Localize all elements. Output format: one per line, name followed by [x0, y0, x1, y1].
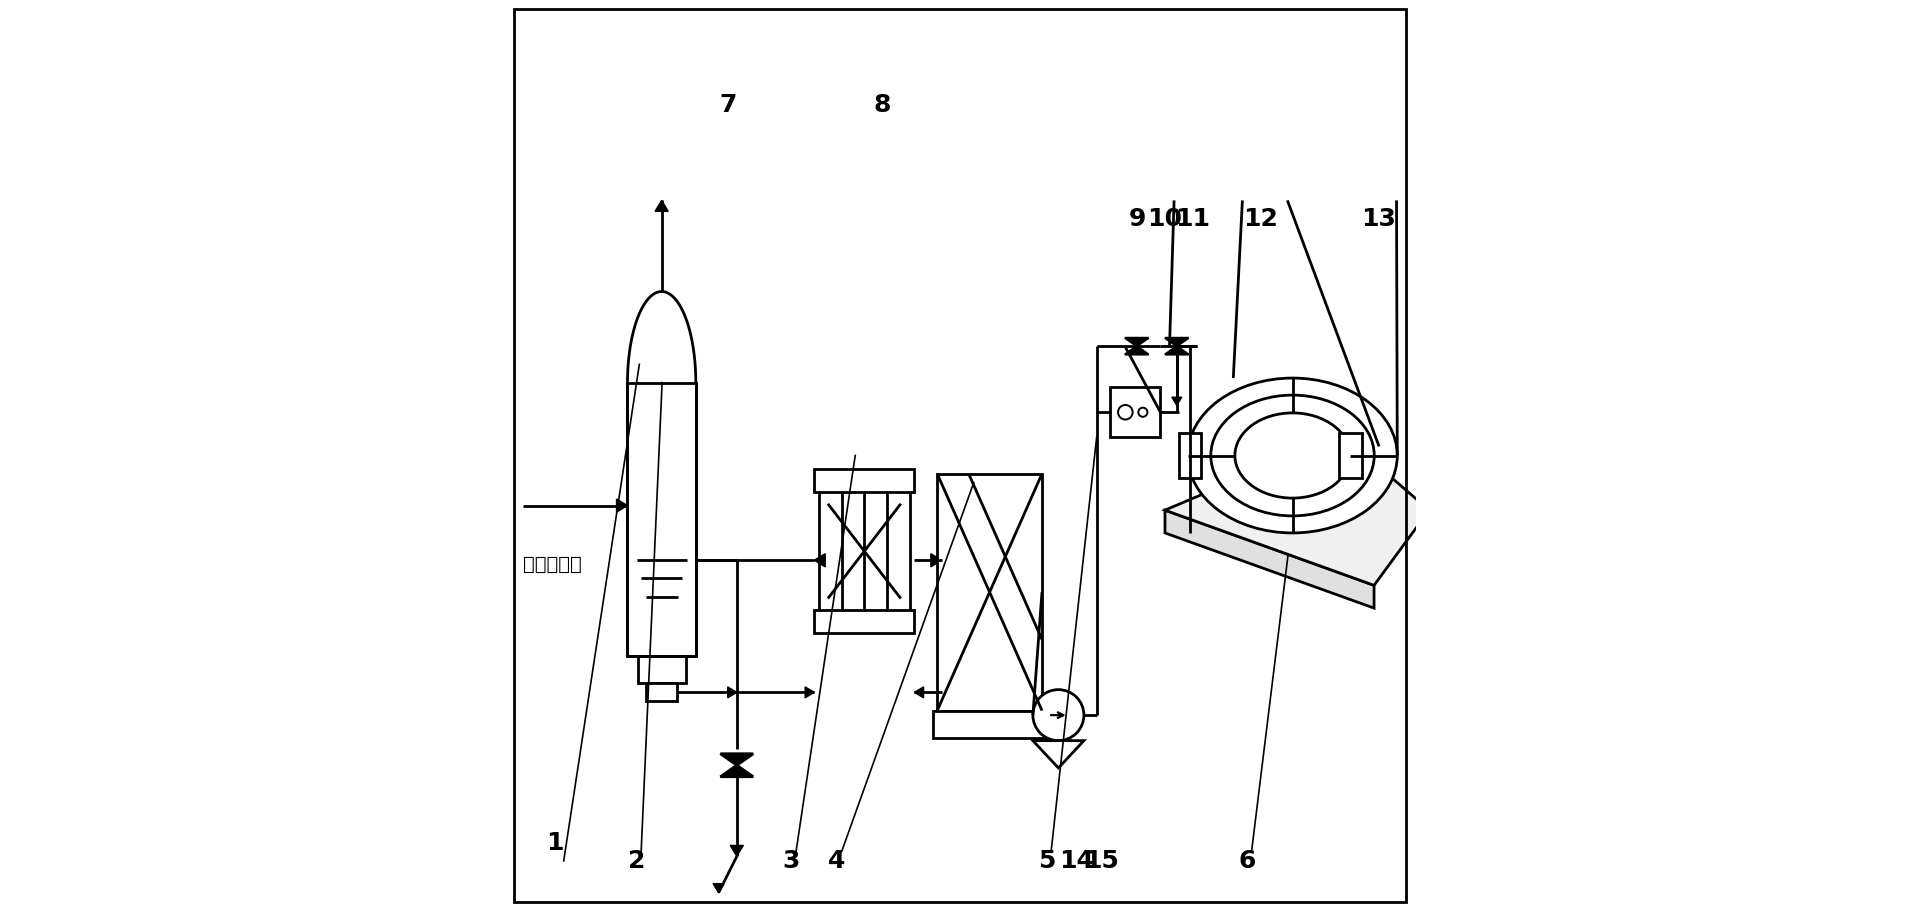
- Bar: [814, 469, 914, 492]
- Ellipse shape: [1188, 378, 1398, 533]
- Polygon shape: [720, 765, 753, 777]
- Circle shape: [1139, 408, 1148, 417]
- Polygon shape: [720, 753, 753, 765]
- Polygon shape: [931, 554, 943, 567]
- Polygon shape: [616, 499, 628, 512]
- Circle shape: [1033, 690, 1085, 741]
- Ellipse shape: [1235, 413, 1350, 498]
- Polygon shape: [814, 554, 826, 567]
- Bar: [1340, 433, 1361, 478]
- Bar: [1179, 433, 1202, 478]
- Polygon shape: [914, 687, 924, 698]
- Text: 8: 8: [874, 93, 891, 117]
- Ellipse shape: [1212, 395, 1375, 516]
- Text: 13: 13: [1361, 207, 1396, 230]
- Circle shape: [1117, 404, 1133, 419]
- Text: 2: 2: [628, 849, 645, 873]
- Bar: [647, 683, 678, 701]
- Polygon shape: [1165, 435, 1428, 585]
- Polygon shape: [1125, 338, 1148, 346]
- Text: 7: 7: [718, 93, 737, 117]
- Text: 6: 6: [1238, 849, 1256, 873]
- Text: 14: 14: [1060, 849, 1094, 873]
- Bar: [628, 383, 695, 656]
- Polygon shape: [804, 687, 814, 698]
- Text: 11: 11: [1175, 207, 1210, 230]
- Polygon shape: [1125, 346, 1148, 354]
- Polygon shape: [655, 200, 668, 211]
- Text: 10: 10: [1148, 207, 1183, 230]
- Text: 9: 9: [1129, 207, 1146, 230]
- Polygon shape: [1165, 338, 1188, 346]
- Text: 1: 1: [545, 831, 563, 855]
- Polygon shape: [712, 884, 724, 893]
- Bar: [637, 656, 685, 683]
- Text: 锅炉排污水: 锅炉排污水: [522, 556, 582, 574]
- Text: 5: 5: [1039, 849, 1056, 873]
- Polygon shape: [1165, 510, 1375, 609]
- Text: 3: 3: [783, 849, 801, 873]
- Polygon shape: [728, 687, 737, 698]
- Bar: [1110, 387, 1160, 437]
- Polygon shape: [1171, 397, 1181, 405]
- Polygon shape: [1165, 346, 1188, 354]
- Bar: [937, 474, 1043, 711]
- Bar: [933, 711, 1046, 738]
- Text: 12: 12: [1242, 207, 1279, 230]
- Text: 15: 15: [1083, 849, 1119, 873]
- Polygon shape: [730, 845, 743, 856]
- Polygon shape: [1033, 741, 1085, 768]
- Bar: [814, 610, 914, 633]
- Text: 4: 4: [828, 849, 845, 873]
